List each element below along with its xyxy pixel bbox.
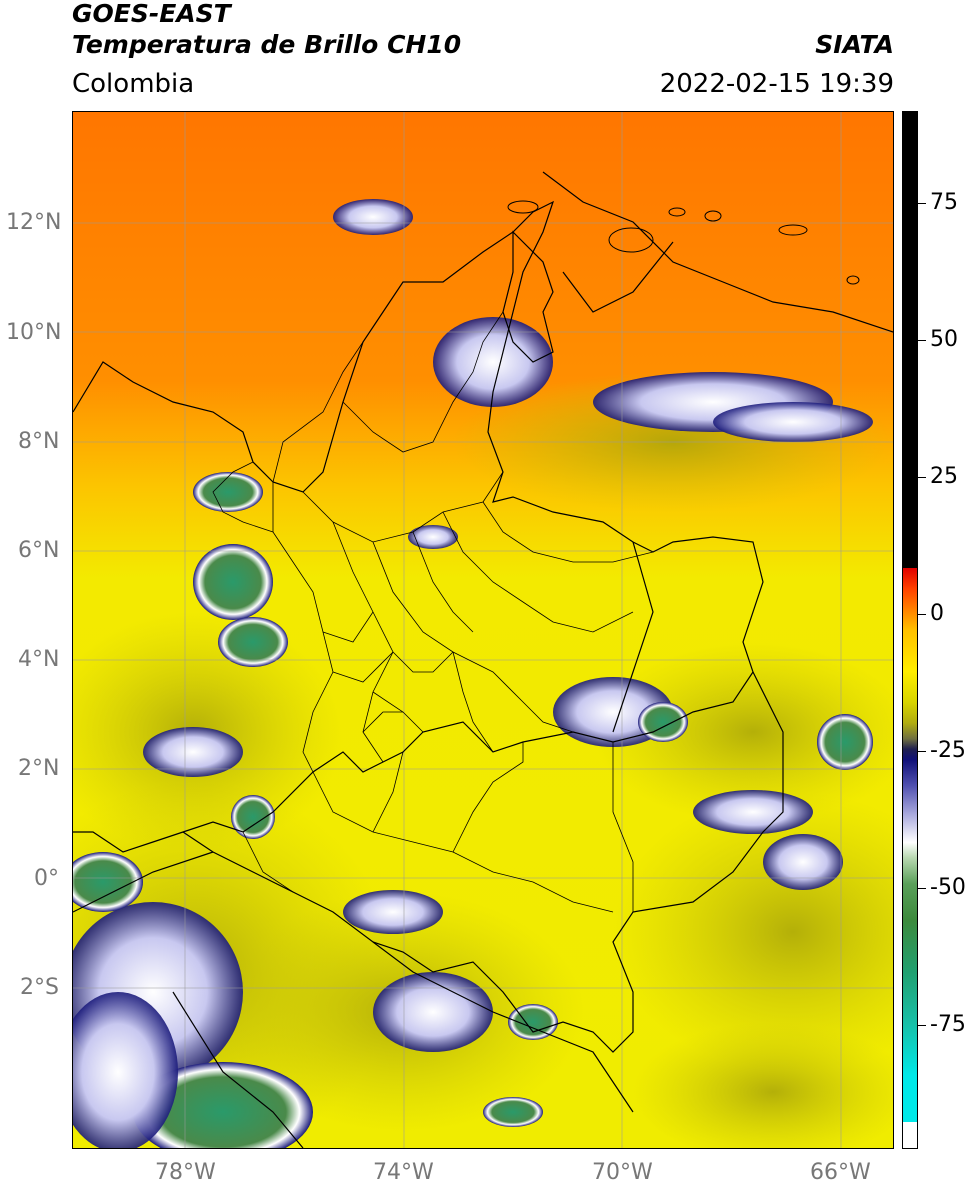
title-block: GOES-EAST Temperatura de Brillo CH10 Col…: [72, 0, 461, 106]
colorbar-label-minus25: -25: [930, 738, 966, 763]
colorbar-label-50: 50: [930, 327, 958, 352]
product-title: Temperatura de Brillo CH10: [72, 30, 462, 59]
datetime-label: 2022-02-15 19:39: [659, 69, 894, 99]
colorbar-tick: [918, 340, 926, 341]
lat-label-8n: 8°N: [18, 429, 60, 454]
lon-label-78w: 78°W: [155, 1160, 216, 1185]
satellite-title: GOES-EAST: [72, 0, 231, 28]
colorbar-tick: [918, 203, 926, 204]
colorbar-tick: [918, 1025, 926, 1026]
graticule: [73, 112, 893, 1148]
colorbar-label-minus75: -75: [930, 1012, 966, 1037]
region-label: Colombia: [72, 69, 195, 99]
colorbar-tick: [918, 477, 926, 478]
lat-label-12n: 12°N: [6, 210, 62, 235]
country-borders: [73, 171, 893, 1148]
colorbar: [902, 111, 918, 1149]
lat-label-10n: 10°N: [6, 320, 62, 345]
colorbar-tick: [918, 751, 926, 752]
lon-label-74w: 74°W: [373, 1160, 434, 1185]
convective-clouds: [73, 199, 873, 1148]
lat-label-2s: 2°S: [20, 975, 59, 1000]
colorbar-label-25: 25: [930, 464, 958, 489]
lon-label-66w: 66°W: [810, 1160, 871, 1185]
satellite-map: [72, 111, 894, 1149]
colorbar-label-75: 75: [930, 190, 958, 215]
colorbar-label-minus50: -50: [930, 875, 966, 900]
department-borders: [212, 311, 654, 913]
organization-label: SIATA: [815, 30, 894, 59]
lon-label-70w: 70°W: [592, 1160, 653, 1185]
colorbar-label-0: 0: [930, 601, 944, 626]
colorbar-tick: [918, 614, 926, 615]
lat-label-4n: 4°N: [18, 647, 60, 672]
right-header: SIATA 2022-02-15 19:39: [660, 0, 894, 106]
lat-label-6n: 6°N: [18, 538, 60, 563]
lat-label-2n: 2°N: [18, 756, 60, 781]
lat-label-0: 0°: [34, 866, 59, 891]
colorbar-tick: [918, 888, 926, 889]
islands: [507, 200, 860, 285]
map-canvas: [73, 112, 893, 1148]
